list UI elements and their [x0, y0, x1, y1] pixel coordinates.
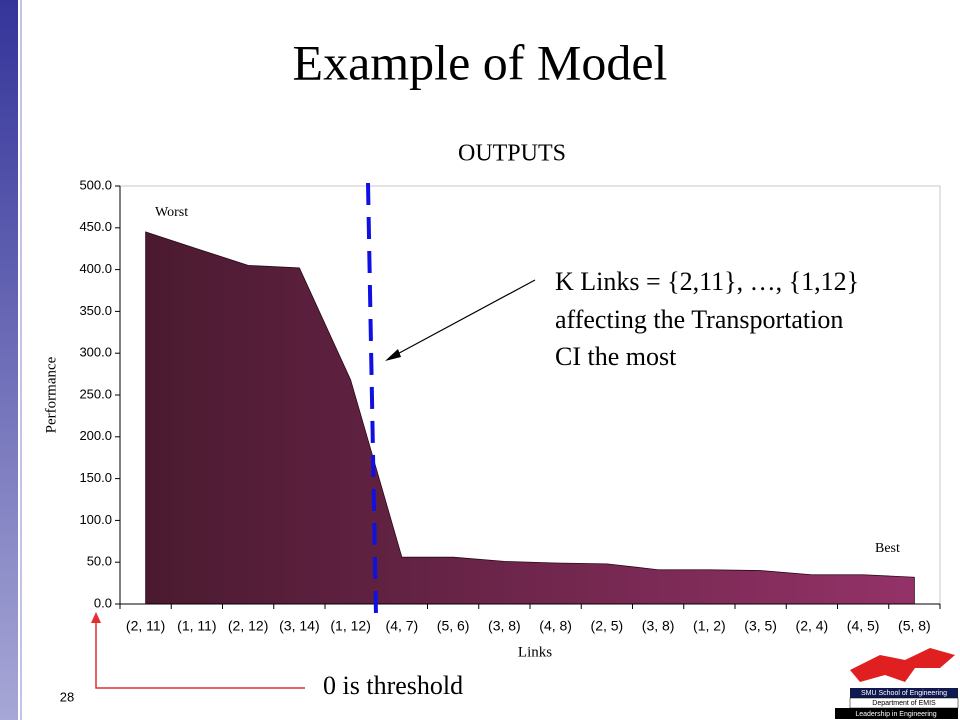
x-tick-label: (4, 7)	[386, 618, 419, 634]
x-tick-label: (2, 5)	[591, 618, 624, 634]
annotation-line: affecting the Transportation	[555, 305, 843, 334]
y-tick-label: 500.0	[79, 177, 112, 192]
logo-text: SMU School of Engineering	[861, 690, 947, 697]
y-tick-label: 400.0	[79, 261, 112, 276]
best-label: Best	[875, 541, 900, 556]
x-tick-label: (1, 12)	[330, 618, 370, 634]
page-number: 28	[60, 689, 74, 704]
x-tick-label: (5, 8)	[898, 618, 931, 634]
logo-text: Leadership in Engineering	[855, 711, 936, 718]
x-tick-label: (1, 11)	[177, 618, 216, 634]
y-tick-label: 0.0	[94, 595, 112, 610]
y-tick-label: 350.0	[79, 303, 112, 318]
x-tick-label: (1, 2)	[693, 618, 726, 634]
y-axis-title: Performance	[43, 356, 59, 433]
slide-title: Example of Model	[293, 34, 668, 90]
x-axis-title: Links	[518, 644, 552, 660]
threshold-note: 0 is threshold	[323, 671, 463, 700]
x-tick-label: (4, 5)	[847, 618, 880, 634]
arrowhead	[385, 349, 401, 361]
x-tick-label: (3, 8)	[488, 618, 521, 634]
threshold-line	[366, 182, 378, 617]
x-tick-label: (3, 8)	[642, 618, 675, 634]
threshold-connector	[95, 620, 305, 689]
logo-box	[850, 688, 958, 698]
logo-box	[835, 708, 958, 719]
threshold-arrowhead	[91, 612, 101, 623]
logo-text: Department of EMIS	[872, 700, 936, 707]
plot: 0.0 50.0 100.0 150.0 200.0 250.0 300.0 350.0 400…	[79, 177, 941, 634]
x-tick-label: (5, 6)	[437, 618, 470, 634]
x-tick-label: (2, 12)	[228, 618, 268, 634]
arrow	[389, 279, 536, 359]
x-tick-label: (4, 8)	[539, 618, 572, 634]
y-tick-label: 450.0	[79, 219, 112, 234]
annotation-line: K Links = {2,11}, …, {1,12}	[555, 267, 859, 296]
chart-title: OUTPUTS	[458, 141, 566, 167]
x-tick-label: (3, 14)	[279, 618, 319, 634]
y-tick-label: 200.0	[79, 428, 112, 443]
logo: SMU School of Engineering Department of …	[835, 648, 959, 719]
worst-label: Worst	[155, 205, 188, 220]
y-tick-label: 250.0	[79, 386, 112, 401]
logo-mark	[850, 648, 955, 682]
annotation-line: CI the most	[555, 342, 677, 371]
x-tick-label: (3, 5)	[744, 618, 777, 634]
y-tick-label: 150.0	[79, 470, 112, 485]
y-tick-label: 50.0	[87, 554, 112, 569]
sidebar	[0, 0, 18, 720]
y-tick-label: 100.0	[79, 512, 112, 527]
x-tick-label: (2, 11)	[126, 618, 165, 634]
y-tick-label: 300.0	[79, 345, 112, 360]
x-tick-label: (2, 4)	[796, 618, 829, 634]
area	[145, 231, 915, 605]
